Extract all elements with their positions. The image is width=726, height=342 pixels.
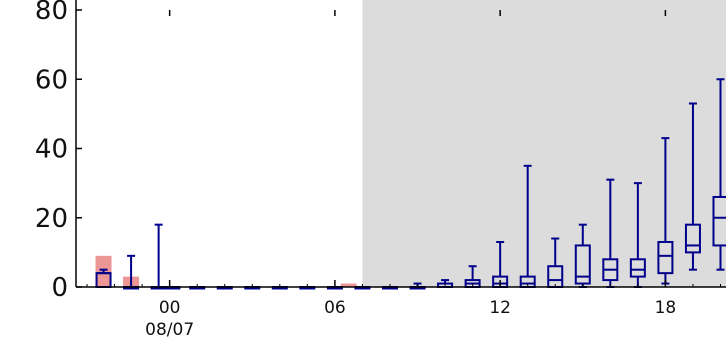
y-tick-label-2: 40 bbox=[35, 135, 68, 165]
box-body-21 bbox=[657, 240, 674, 275]
box-21 bbox=[657, 137, 674, 285]
box-19 bbox=[602, 178, 619, 288]
box-2 bbox=[150, 223, 167, 290]
box-body-20 bbox=[629, 258, 646, 278]
y-tick-label-1: 20 bbox=[35, 204, 68, 234]
x-tick-label-0: 00 bbox=[159, 298, 181, 318]
y-tick-label-3: 60 bbox=[35, 65, 68, 95]
red-bar-2 bbox=[340, 283, 357, 287]
box-body-18 bbox=[574, 244, 591, 285]
y-tick-label-0: 0 bbox=[51, 273, 68, 303]
x-tick-sublabel-0: 08/07 bbox=[145, 320, 194, 340]
y-tick-label-4: 80 bbox=[35, 0, 68, 26]
box-body-22 bbox=[684, 223, 701, 254]
box-22 bbox=[684, 102, 701, 271]
box-23 bbox=[712, 78, 726, 271]
box-body-23 bbox=[712, 195, 726, 247]
x-tick-label-1: 06 bbox=[324, 298, 346, 318]
x-tick-label-2: 12 bbox=[489, 298, 511, 318]
x-tick-label-3: 18 bbox=[655, 298, 677, 318]
